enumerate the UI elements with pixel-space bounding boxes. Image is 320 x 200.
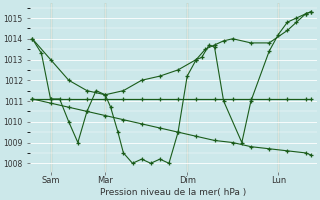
X-axis label: Pression niveau de la mer( hPa ): Pression niveau de la mer( hPa ) bbox=[100, 188, 247, 197]
